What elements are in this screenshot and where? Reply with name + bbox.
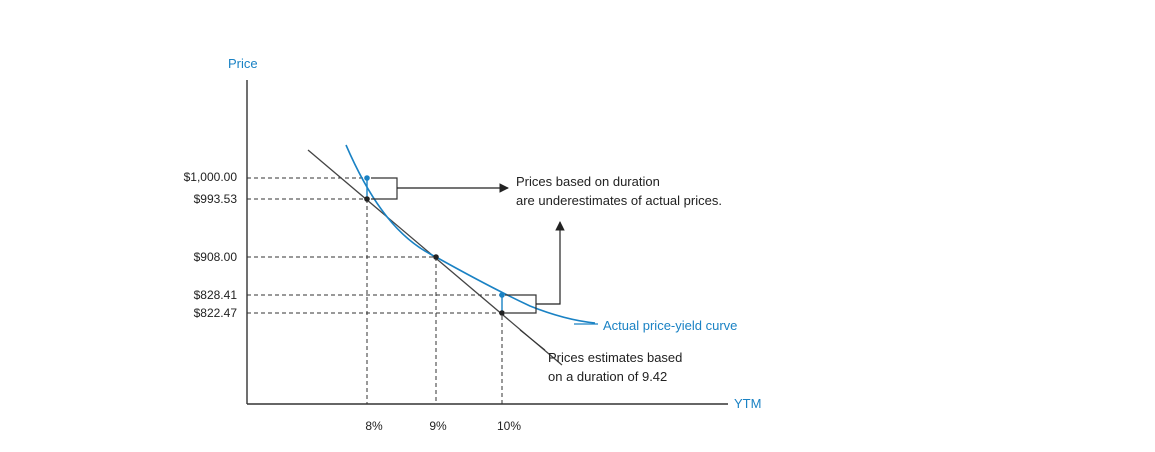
- x-tick-label: 8%: [365, 419, 383, 433]
- tangent-note-line1: Prices estimates based: [548, 350, 682, 365]
- tangent-note-line2: on a duration of 9.42: [548, 369, 667, 384]
- tangent-point-9pct: [433, 254, 439, 260]
- x-tick-label: 9%: [429, 419, 447, 433]
- arrow-from-10pct-bracket: [536, 221, 565, 305]
- tangent-callout-line: [519, 329, 546, 351]
- y-axis-label: Price: [228, 56, 258, 71]
- dashed-guides: [247, 177, 503, 404]
- y-tick-label: $908.00: [194, 250, 238, 264]
- y-tick-label: $828.41: [194, 288, 238, 302]
- estimate-point-8pct: [364, 196, 370, 202]
- curve-label: Actual price-yield curve: [603, 318, 737, 333]
- underestimate-note-line2: are underestimates of actual prices.: [516, 193, 722, 208]
- x-axis-label: YTM: [734, 396, 761, 411]
- y-tick-label: $822.47: [194, 306, 238, 320]
- underestimate-note-line1: Prices based on duration: [516, 174, 660, 189]
- y-tick-label: $1,000.00: [184, 170, 238, 184]
- estimate-point-10pct: [499, 310, 505, 316]
- actual-point-8pct: [364, 175, 370, 181]
- x-tick-label: 10%: [497, 419, 521, 433]
- bracket-8pct: [371, 177, 398, 200]
- actual-point-10pct: [499, 292, 505, 298]
- bracket-10pct: [505, 294, 537, 314]
- price-yield-curve: [345, 144, 596, 324]
- y-tick-label: $993.53: [194, 192, 238, 206]
